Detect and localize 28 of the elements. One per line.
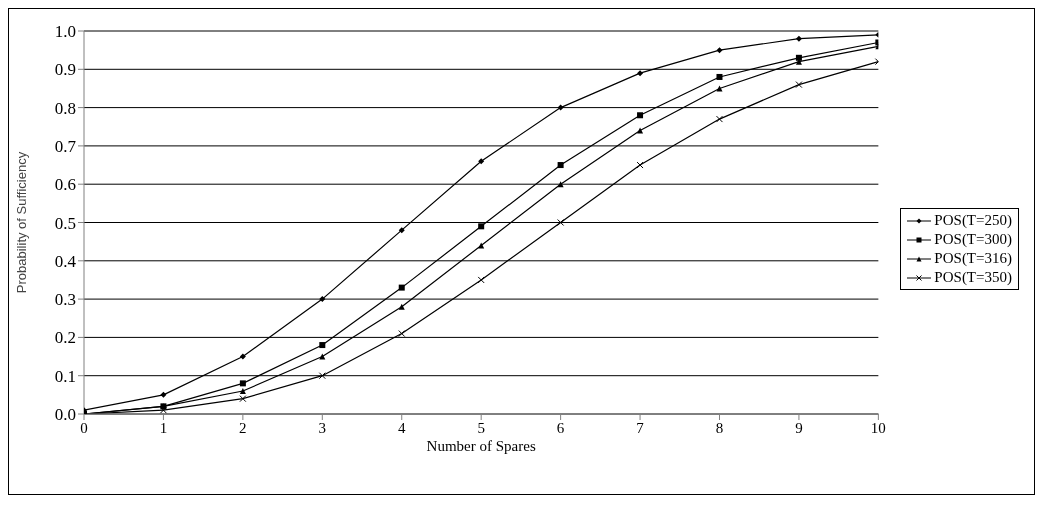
y-tick-label: 0.2	[54, 328, 76, 348]
y-tick-label: 0.5	[54, 213, 76, 233]
y-tick-label: 0.8	[54, 98, 76, 118]
x-tick-label: 1	[159, 419, 168, 436]
x-tick-label: 3	[318, 419, 327, 436]
x-tick-label: 10	[870, 419, 886, 436]
legend-label: POS(T=350)	[934, 268, 1012, 287]
x-tick-label: 5	[477, 419, 485, 436]
y-tick-label: 0.3	[54, 290, 76, 310]
y-tick-label: 0.9	[54, 60, 76, 80]
x-tick-label: 9	[795, 419, 803, 436]
y-tick-label: 0.7	[54, 136, 77, 156]
x-tick-label: 2	[239, 419, 247, 436]
x-tick-label: 7	[636, 419, 645, 436]
y-axis-title: Probability of Sufficiency	[13, 151, 29, 294]
legend-label: POS(T=300)	[934, 230, 1012, 249]
y-tick-label: 0.0	[54, 405, 76, 425]
legend-label: POS(T=316)	[934, 249, 1012, 268]
x-tick-label: 6	[556, 419, 565, 436]
y-tick-label: 0.4	[54, 251, 77, 271]
y-tick-label: 1.0	[54, 22, 76, 42]
x-axis-title: Number of Spares	[426, 438, 536, 454]
x-tick-label: 4	[397, 419, 406, 436]
y-tick-label: 0.6	[54, 175, 76, 195]
x-tick-label: 8	[715, 419, 724, 436]
x-tick-label: 0	[80, 419, 88, 436]
y-tick-label: 0.1	[54, 366, 76, 386]
legend-label: POS(T=250)	[934, 211, 1012, 230]
